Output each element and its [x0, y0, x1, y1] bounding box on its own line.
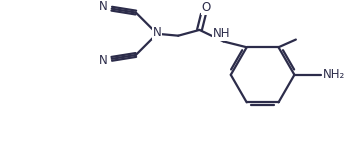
Text: N: N — [99, 0, 107, 13]
Text: NH: NH — [213, 27, 230, 40]
Text: N: N — [99, 54, 107, 67]
Text: O: O — [202, 1, 211, 14]
Text: NH₂: NH₂ — [323, 68, 345, 81]
Text: N: N — [153, 26, 161, 39]
